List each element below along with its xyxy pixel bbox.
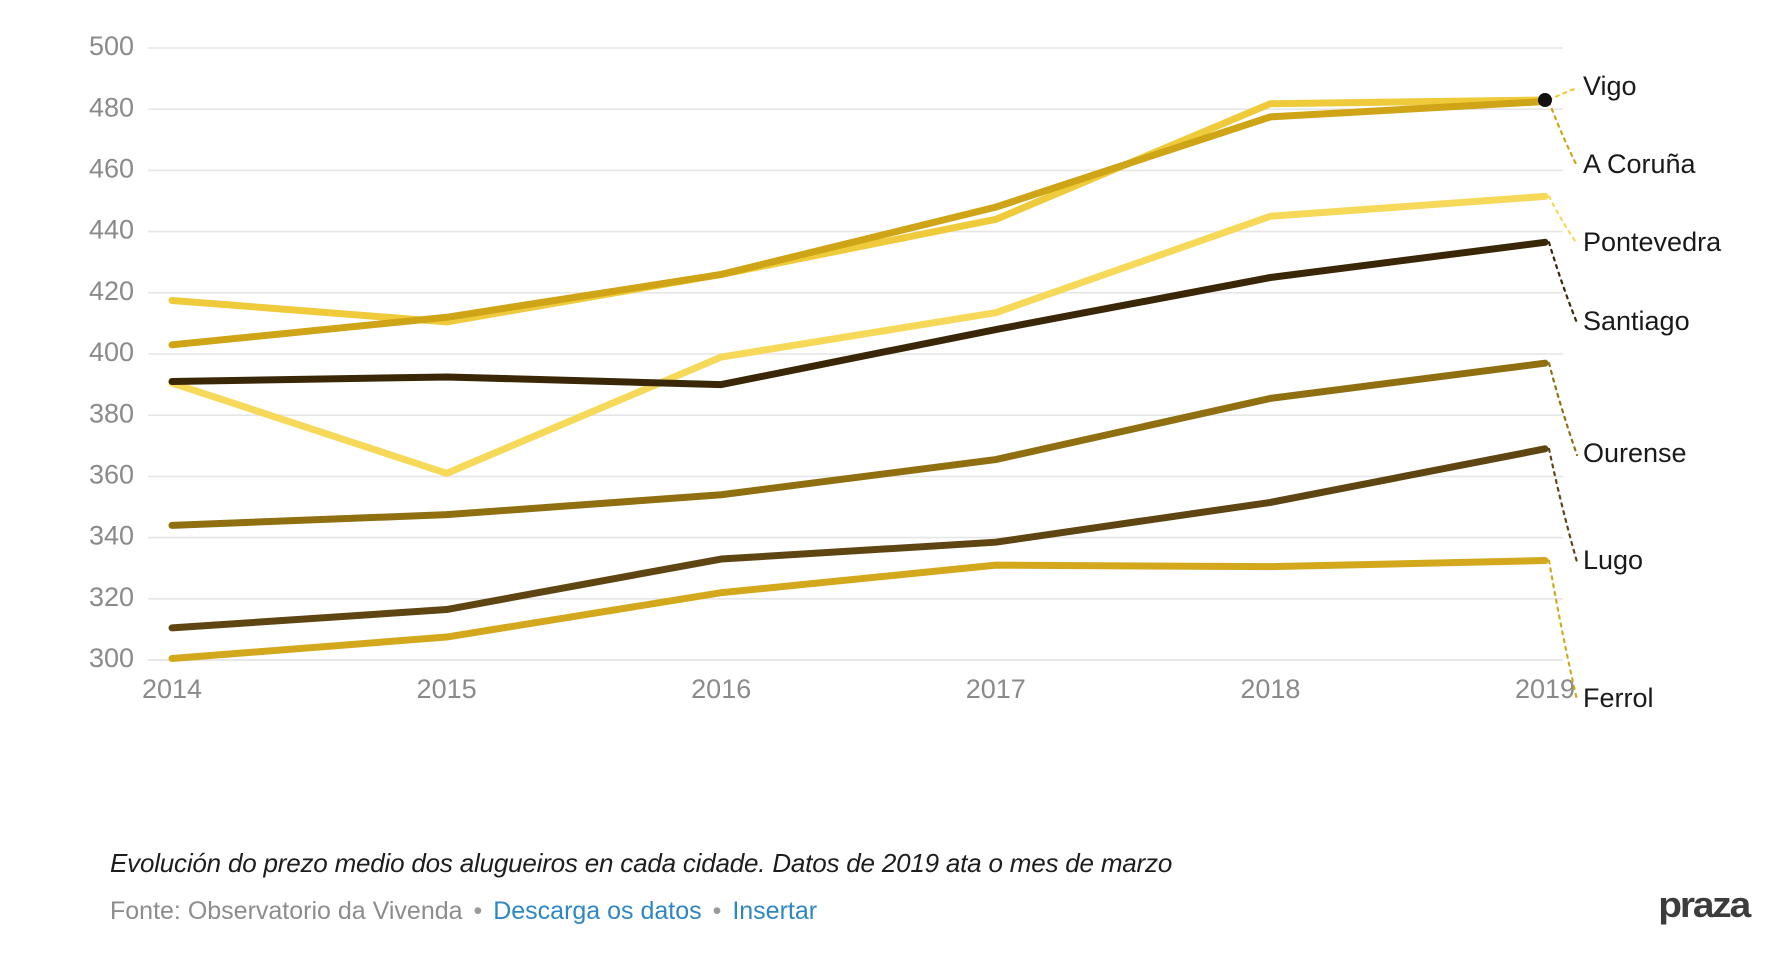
plot-area: 300 320 340 360 380 400 420 440 460 480 500 2014 20… (89, 31, 1722, 713)
y-axis-tick-label: 300 (89, 643, 134, 673)
praza-logo: praza (1658, 884, 1751, 925)
footer-separator-1: • (473, 897, 483, 925)
x-axis-tick-label: 2015 (417, 674, 477, 704)
y-axis-tick-label: 360 (89, 460, 134, 490)
chart-footer: Fonte: Observatorio da Vivenda • Descarg… (110, 897, 1610, 926)
x-axis-tick-label: 2014 (142, 674, 202, 704)
source-label: Fonte: Observatorio da Vivenda (110, 897, 463, 925)
series-line-vigo[interactable] (168, 96, 1549, 326)
leader-line-vigo (1547, 86, 1579, 102)
series-label-lugo[interactable]: Lugo (1583, 545, 1643, 575)
series-label-ourense[interactable]: Ourense (1583, 438, 1687, 468)
series-leader-lines-group (1547, 86, 1579, 702)
y-axis-tick-label: 480 (89, 92, 134, 122)
y-axis-tick-label: 420 (89, 276, 134, 306)
footer-separator-2: • (712, 897, 722, 925)
y-axis-tick-label: 320 (89, 582, 134, 612)
y-axis-tick-label: 380 (89, 398, 134, 428)
gridlines-group (148, 47, 1563, 661)
leader-line-pontevedra (1547, 195, 1579, 246)
leader-line-a-corua (1547, 100, 1579, 168)
series-label-a-corua[interactable]: A Coruña (1583, 149, 1697, 179)
series-label-vigo[interactable]: Vigo (1583, 71, 1637, 101)
x-axis-tick-label: 2016 (691, 674, 751, 704)
x-axis-tick-label: 2018 (1240, 674, 1300, 704)
y-axis-tick-label: 340 (89, 521, 134, 551)
chart-caption: Evolución do prezo medio dos alugueiros … (110, 848, 1173, 878)
leader-line-lugo (1547, 447, 1579, 564)
leader-line-ourense (1547, 362, 1579, 457)
series-label-pontevedra[interactable]: Pontevedra (1583, 227, 1722, 257)
x-axis-tick-label: 2017 (966, 674, 1026, 704)
endpoint-marker-group (1538, 93, 1552, 108)
y-axis-tick-label: 500 (89, 31, 134, 61)
series-lines-group (168, 96, 1549, 662)
y-axis-tick-label: 460 (89, 154, 134, 184)
endpoint-dot-marker (1538, 93, 1552, 108)
series-label-ferrol[interactable]: Ferrol (1583, 683, 1654, 713)
series-line-lugo[interactable] (168, 445, 1549, 632)
leader-line-ferrol (1547, 559, 1579, 702)
embed-link[interactable]: Insertar (732, 897, 818, 925)
series-line-ferrol[interactable] (168, 557, 1549, 662)
y-axis-tick-label: 440 (89, 215, 134, 245)
x-axis-tick-labels: 2014 2015 2016 2017 2018 2019 (142, 674, 1575, 704)
series-labels-group: Vigo A Coruña Pontevedra Santiago Ourense Lug… (1583, 71, 1722, 713)
y-axis-tick-label: 400 (89, 337, 134, 367)
series-line-santiago[interactable] (168, 238, 1549, 389)
series-line-pontevedra[interactable] (168, 192, 1549, 477)
leader-line-santiago (1547, 241, 1579, 325)
x-axis-tick-label: 2019 (1515, 674, 1575, 704)
download-data-link[interactable]: Descarga os datos (493, 897, 702, 925)
series-label-santiago[interactable]: Santiago (1583, 306, 1690, 336)
series-line-ourense[interactable] (168, 359, 1549, 529)
series-line-a-coruña[interactable] (168, 98, 1549, 349)
y-axis-tick-labels: 300 320 340 360 380 400 420 440 460 480 500 (89, 31, 134, 673)
caption-block: Evolución do prezo medio dos alugueiros … (110, 848, 1610, 926)
